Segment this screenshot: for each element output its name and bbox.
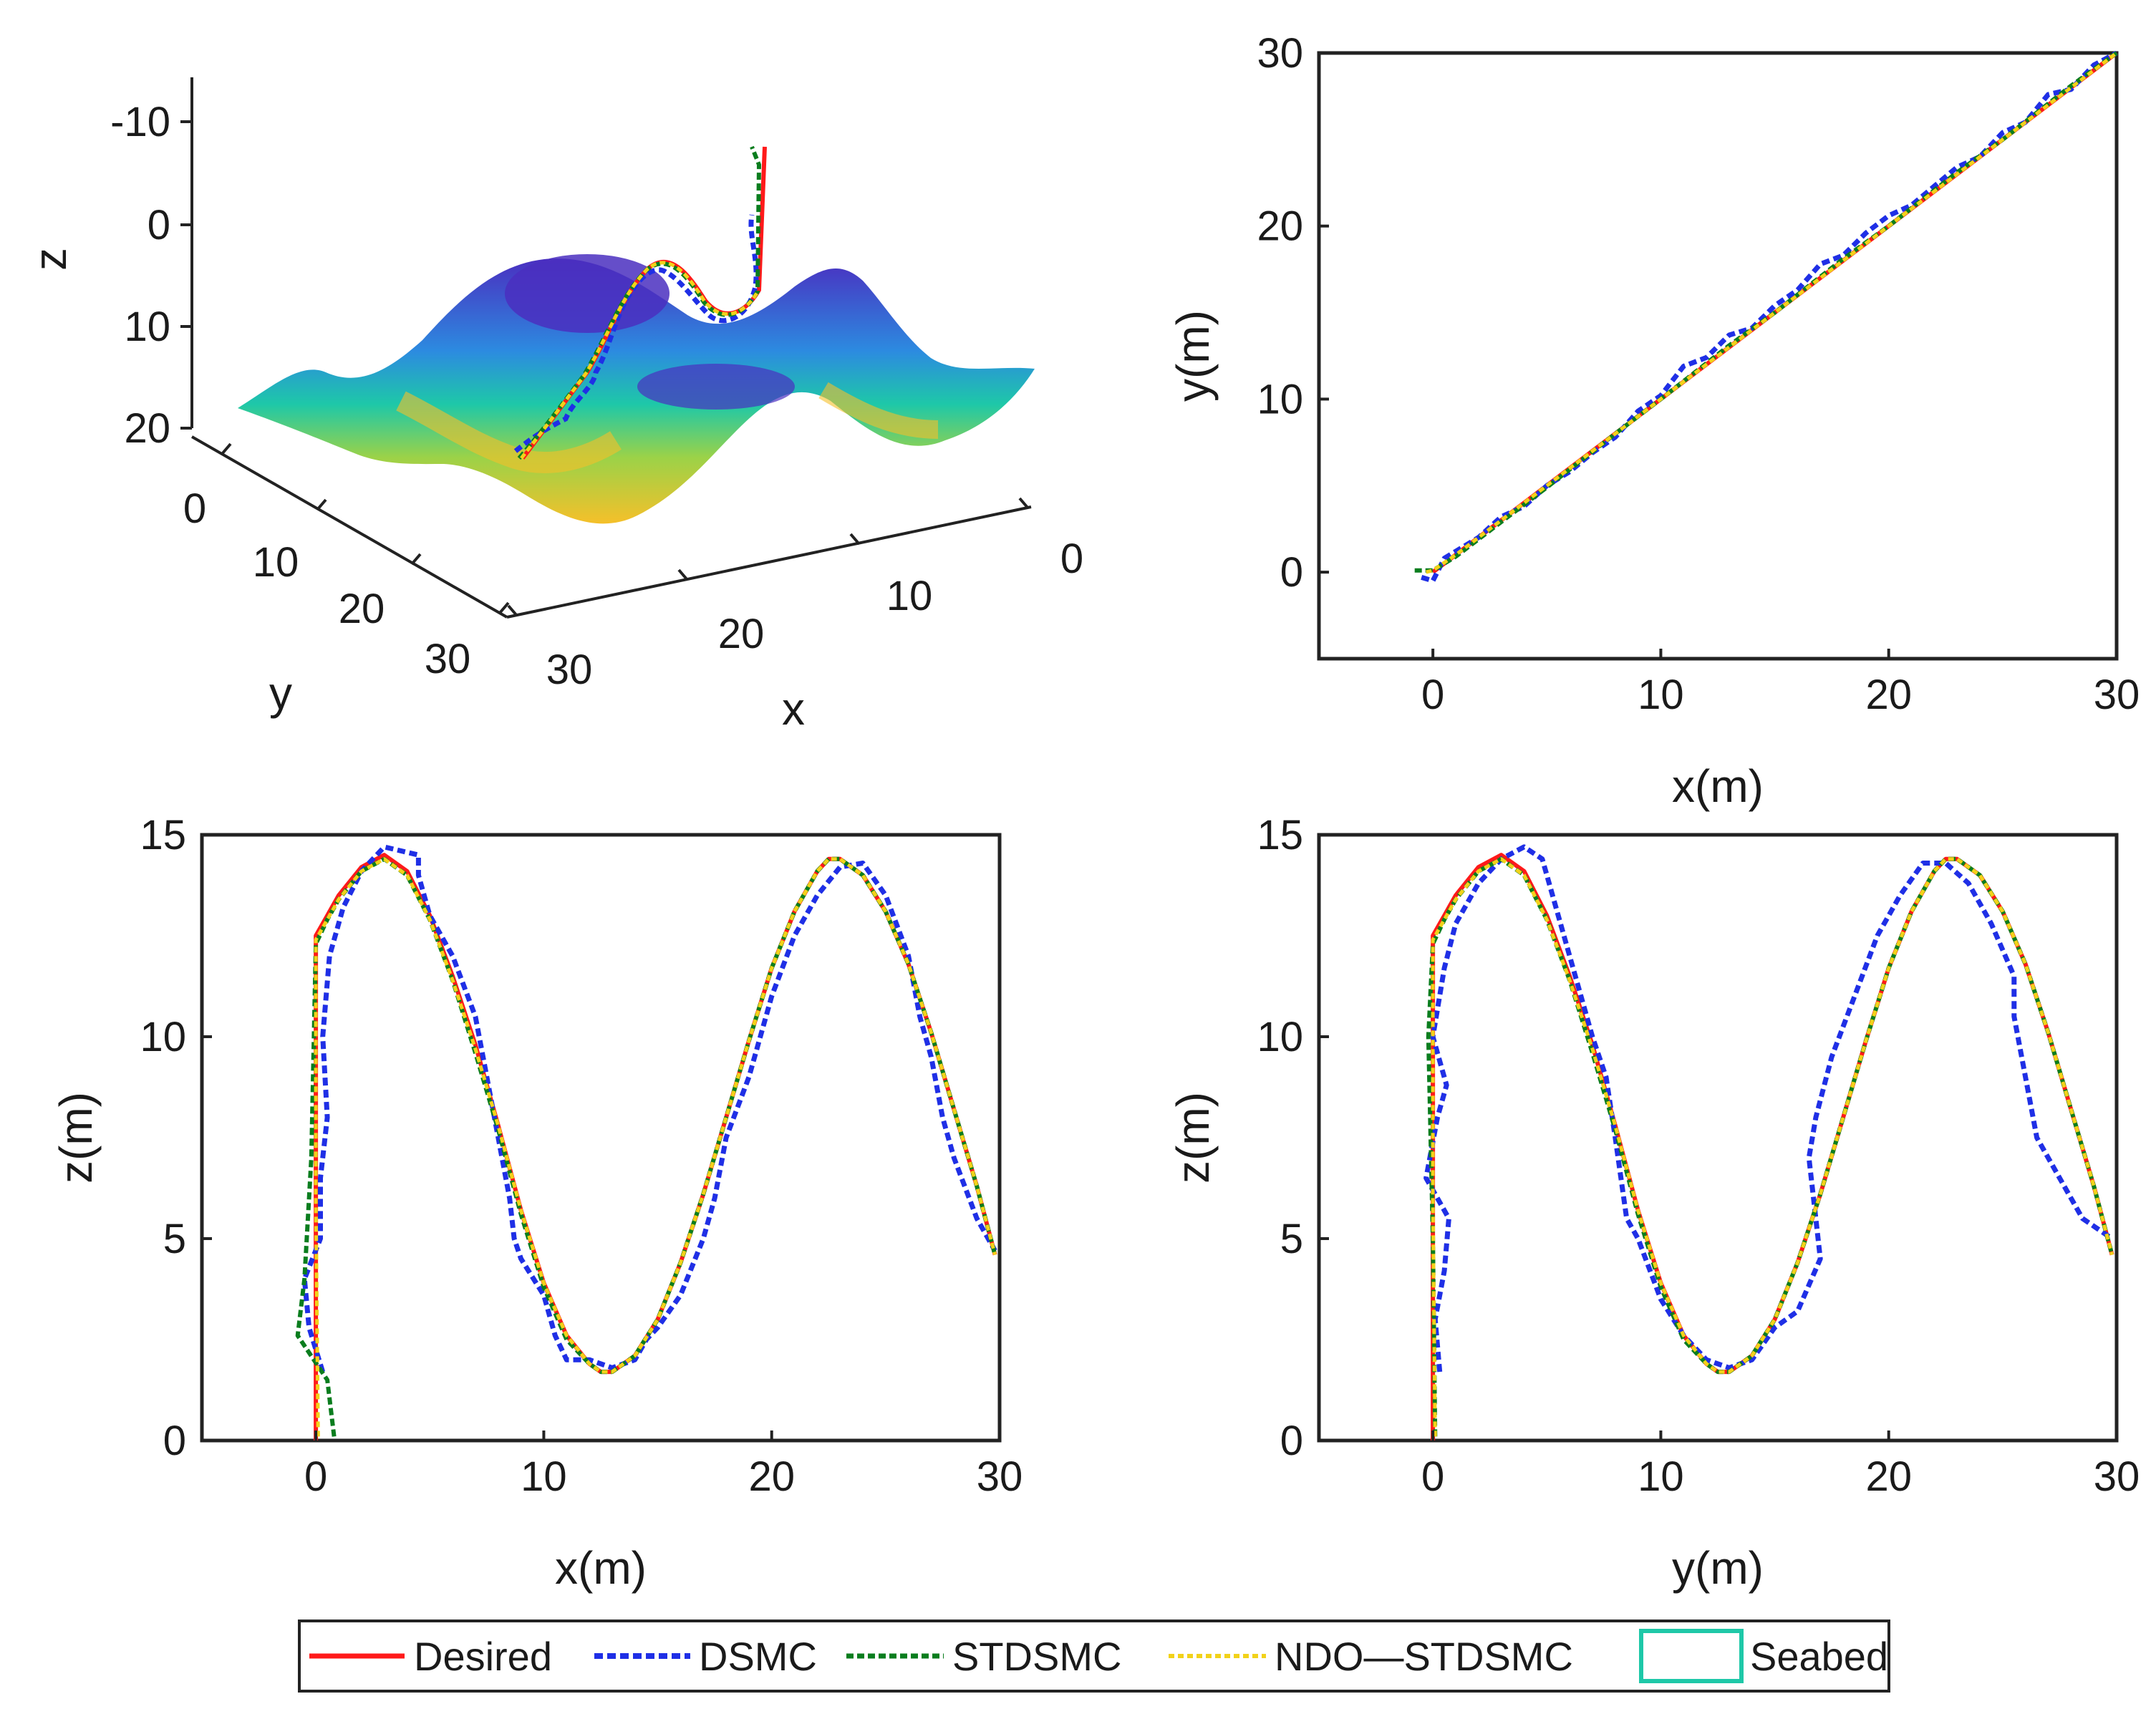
legend-item-dsmc: DSMC (594, 1634, 817, 1679)
legend-swatch-seabed (1639, 1629, 1744, 1683)
x-tick-label: 20 (718, 611, 765, 657)
y-axis-ticks (221, 442, 510, 614)
panel-3d-trajectory: -10 0 10 20 z 0 10 20 30 y 0 10 20 30 x (24, 77, 1083, 735)
x-tick-label: 20 (748, 1453, 795, 1500)
x-axis-label: x(m) (555, 1542, 647, 1594)
seabed-crest-highlight (818, 382, 939, 439)
y-axis-label: z(m) (50, 1092, 102, 1183)
z-axis-label: z (24, 248, 76, 271)
seabed-trough (637, 364, 795, 410)
y-tick-label: 0 (1280, 549, 1303, 596)
y-tick-label: 0 (183, 485, 206, 532)
y-tick-label: 20 (1257, 203, 1303, 250)
y-axis-line (191, 435, 508, 619)
panel-yz: 0 10 20 30 0 5 10 15 y(m) z(m) (1167, 812, 2140, 1594)
trajectory-3d-ndo-stdsmc (520, 261, 760, 460)
x-tick-label: 10 (1638, 672, 1684, 718)
series-layer-xy (1414, 50, 2118, 584)
y-tick-label: 5 (163, 1216, 186, 1262)
series-layer-xz (295, 844, 997, 1441)
legend-label: DSMC (699, 1634, 817, 1679)
z-tick-label: 10 (124, 304, 170, 350)
trajectory-3d-dsmc (513, 214, 759, 453)
x-tick-label: 30 (977, 1453, 1023, 1500)
x-axis-label: x(m) (1672, 760, 1764, 812)
y-tick-label: 10 (1257, 1014, 1303, 1060)
x-tick-label: 20 (1865, 1453, 1912, 1500)
x-tick-label: 0 (304, 1453, 327, 1500)
y-tick-label: 20 (339, 586, 385, 632)
x-tick-label: 20 (1865, 672, 1912, 718)
x-tick-label: 0 (1421, 672, 1444, 718)
legend-label: NDO—STDSMC (1275, 1634, 1573, 1679)
z-tick-label: -10 (110, 99, 170, 145)
series-line-ndo-stdsmc (1425, 52, 2118, 574)
seabed-surface-body (238, 258, 1035, 524)
x-tick-label: 30 (546, 647, 593, 693)
series-line-dsmc (1423, 844, 2114, 1372)
series-line-stdsmc (295, 856, 997, 1437)
tick-layer-yz: 0 10 20 30 0 5 10 15 (1257, 812, 2140, 1500)
tick-layer-xy: 0 10 20 30 0 10 20 30 (1257, 30, 2140, 718)
x-axis-ticks (507, 497, 1030, 617)
legend-item-stdsmc: STDSMC (846, 1634, 1121, 1679)
y-tick-label: 0 (1280, 1418, 1303, 1464)
plot-area-yz (1317, 833, 2119, 1443)
y-tick-label: 15 (1257, 812, 1303, 858)
y-tick-label: 0 (163, 1418, 186, 1464)
tick-layer-xz: 0 10 20 30 0 5 10 15 (140, 812, 1023, 1500)
series-line-dsmc (301, 844, 997, 1373)
z-tick-label: 20 (124, 405, 170, 452)
x-tick-label: 0 (1421, 1453, 1444, 1500)
y-tick-label: 15 (140, 812, 186, 858)
legend-label: Desired (414, 1634, 552, 1679)
y-tick-label: 30 (425, 636, 471, 682)
y-tick-label: 30 (1257, 30, 1303, 77)
legend-item-seabed: Seabed (1639, 1629, 1888, 1683)
series-line-ndo-stdsmc (314, 857, 997, 1437)
z-axis-ticks (180, 120, 192, 430)
x-tick-label: 30 (2094, 672, 2140, 718)
x-tick-label: 0 (1060, 536, 1083, 582)
seabed-crest-highlight (396, 391, 622, 473)
series-layer-yz (1423, 844, 2114, 1441)
panel-xz: 0 10 20 30 0 5 10 15 x(m) z(m) (50, 812, 1023, 1594)
y-tick-label: 10 (253, 539, 299, 586)
x-axis-line (506, 505, 1032, 619)
x-tick-label: 10 (1638, 1453, 1684, 1500)
legend: Desired DSMC STDSMC NDO—STDSMC Seabed (298, 1620, 1890, 1693)
y-axis-label: z(m) (1167, 1092, 1219, 1183)
legend-label: Seabed (1750, 1634, 1888, 1679)
y-tick-label: 10 (1257, 376, 1303, 422)
x-tick-label: 10 (886, 573, 933, 619)
x-tick-label: 30 (2094, 1453, 2140, 1500)
y-tick-label: 5 (1280, 1216, 1303, 1262)
seabed-trough (505, 254, 669, 333)
y-tick-label: 10 (140, 1014, 186, 1060)
panel-xy: 0 10 20 30 0 10 20 30 x(m) y(m) (1167, 30, 2140, 812)
y-axis-label: y (269, 667, 292, 719)
x-axis-label: x (782, 683, 805, 735)
z-tick-label: 0 (148, 202, 170, 248)
legend-item-ndo-stdsmc: NDO—STDSMC (1169, 1634, 1573, 1679)
legend-label: STDSMC (952, 1634, 1121, 1679)
seabed-surface (238, 254, 1035, 524)
trajectories-3d (513, 145, 767, 460)
y-axis-label: y(m) (1167, 310, 1219, 402)
series-line-ndo-stdsmc (1431, 857, 2114, 1437)
legend-box (298, 1620, 1890, 1693)
x-axis-label: y(m) (1672, 1542, 1764, 1594)
x-tick-label: 10 (521, 1453, 567, 1500)
legend-item-desired: Desired (309, 1634, 552, 1679)
